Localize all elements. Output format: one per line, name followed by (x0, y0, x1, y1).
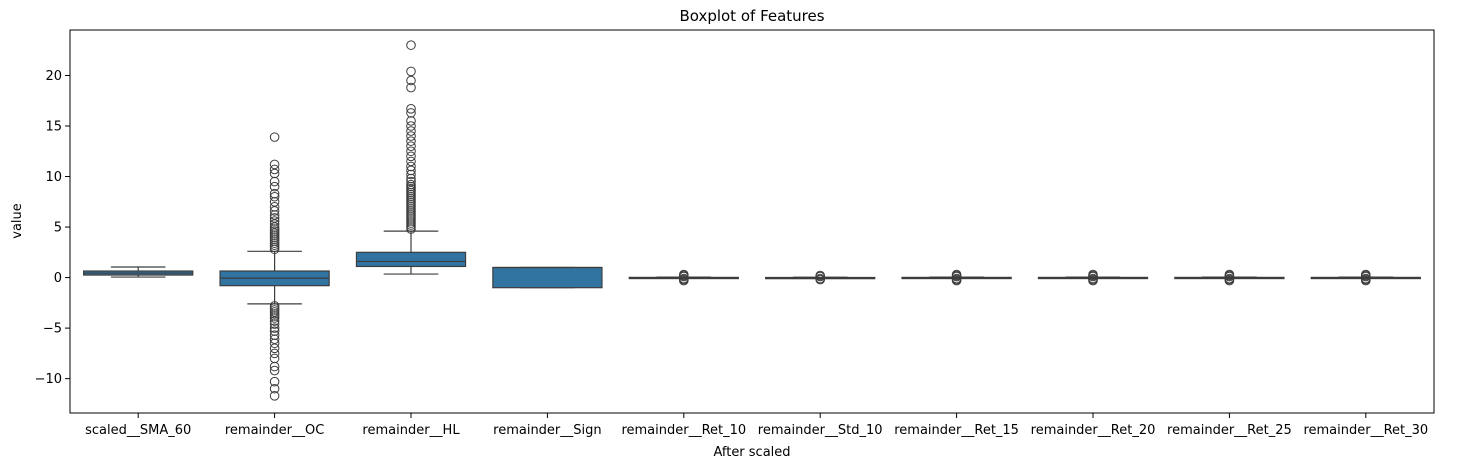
outlier-point (269, 202, 280, 212)
outlier-point (406, 66, 416, 77)
outlier-point (269, 191, 280, 202)
box-remainder__Ret_25 (1174, 269, 1285, 286)
x-tick-label: remainder__Ret_10 (621, 423, 746, 438)
outlier-point (406, 151, 416, 162)
box-body (492, 266, 603, 289)
outlier-point (269, 361, 280, 372)
box-remainder__OC (219, 132, 330, 401)
chart-title: Boxplot of Features (679, 7, 824, 25)
box-remainder__Ret_10 (628, 269, 739, 286)
outlier-point (269, 313, 280, 323)
y-tick-label: −10 (35, 372, 62, 387)
outlier-point (269, 216, 280, 226)
box-scaled__SMA_60 (83, 266, 194, 278)
outlier-point (406, 179, 416, 190)
x-tick-label: remainder__Sign (493, 423, 602, 438)
outlier-point (815, 270, 826, 281)
y-tick-label: 0 (54, 271, 62, 286)
y-tick-label: 20 (45, 69, 62, 84)
y-tick-label: −5 (43, 322, 62, 337)
outlier-point (269, 213, 280, 223)
outlier-point (679, 269, 689, 280)
outlier-point (406, 173, 416, 184)
y-tick-label: 10 (45, 170, 62, 185)
outlier-point (269, 181, 280, 192)
outlier-point (269, 330, 280, 340)
outlier-point (406, 156, 416, 167)
outlier-point (1088, 269, 1098, 280)
outlier-point (951, 269, 962, 280)
outlier-point (406, 169, 416, 180)
plot-frame (69, 29, 1435, 414)
box-remainder__Sign (492, 266, 603, 289)
outlier-point (406, 131, 416, 141)
box-remainder__Ret_20 (1037, 269, 1149, 286)
outlier-point (1361, 269, 1371, 280)
outlier-point (269, 188, 280, 199)
outlier-point (406, 116, 416, 126)
x-tick-label: remainder__Ret_20 (1031, 423, 1156, 438)
outlier-point (1224, 269, 1235, 280)
outlier-point (269, 326, 280, 336)
outlier-point (269, 319, 280, 329)
x-tick-label: scaled__SMA_60 (85, 423, 191, 438)
outlier-point (269, 383, 280, 394)
x-axis-label: After scaled (713, 445, 790, 460)
outlier-point (269, 391, 280, 401)
outlier-point (269, 376, 280, 387)
x-tick-label: remainder__Ret_15 (894, 423, 1019, 438)
box-remainder__Ret_15 (901, 269, 1012, 286)
x-tick-label: remainder__Ret_30 (1303, 423, 1428, 438)
outlier-point (406, 126, 416, 136)
outlier-point (269, 132, 280, 142)
outlier-point (269, 176, 280, 187)
box-remainder__HL (355, 40, 467, 275)
outlier-point (406, 82, 416, 93)
x-tick-label: remainder__OC (225, 423, 324, 438)
outlier-point (269, 365, 280, 376)
y-axis-label: value (10, 203, 25, 239)
outlier-point (406, 146, 416, 157)
box-remainder__Std_10 (765, 270, 876, 285)
outlier-point (269, 348, 280, 359)
box-body (355, 251, 467, 268)
outlier-point (269, 210, 280, 220)
outlier-point (269, 159, 280, 170)
outlier-point (269, 164, 280, 175)
y-tick-label: 15 (45, 120, 62, 135)
box-remainder__Ret_30 (1310, 269, 1421, 286)
outlier-point (406, 136, 416, 146)
x-axis: scaled__SMA_60 remainder__OC remainder__HL… (85, 413, 1428, 438)
x-tick-label: remainder__Ret_25 (1167, 423, 1292, 438)
outlier-point (269, 316, 280, 326)
outlier-point (406, 121, 416, 131)
outlier-point (406, 176, 416, 187)
outlier-point (269, 323, 280, 333)
x-tick-label: remainder__HL (362, 423, 460, 438)
outlier-point (406, 161, 416, 172)
outlier-point (406, 40, 416, 50)
y-axis: −10 −5 0 5 10 15 20 (35, 69, 70, 387)
outlier-point (269, 338, 280, 349)
y-tick-label: 5 (54, 221, 62, 236)
outlier-point (406, 108, 416, 118)
outlier-point (406, 141, 416, 152)
outlier-point (406, 104, 416, 114)
outlier-point (269, 353, 280, 364)
outlier-point (269, 343, 280, 354)
x-tick-label: remainder__Std_10 (758, 423, 883, 438)
plot-area (83, 40, 1421, 401)
outlier-point (269, 196, 280, 207)
